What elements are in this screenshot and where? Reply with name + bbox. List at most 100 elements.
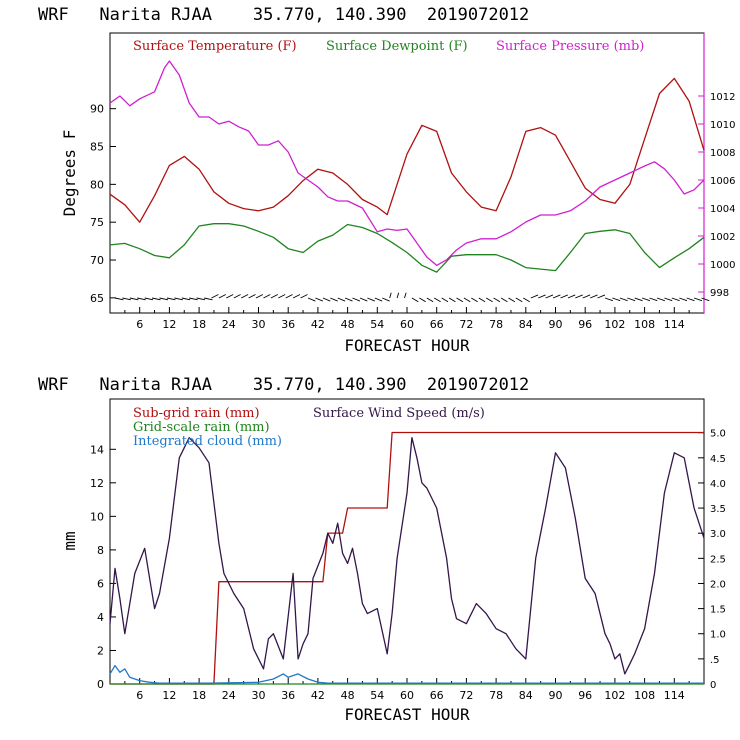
series-line-surface-pressure-mb (109, 60, 705, 267)
wind-barb (307, 297, 316, 302)
legend-subgrid-rain: Sub-grid rain (mm) (133, 406, 260, 421)
panel1-y2-ticks: 998 1000 1002 1004 1006 1008 1010 1012 (698, 92, 735, 299)
y-tick-label: 8 (97, 544, 104, 557)
y-tick-label: 90 (90, 103, 104, 116)
y-tick-label: 85 (90, 141, 104, 154)
temperature-panel: WRF Narita RJAA 35.770, 140.390 20190720… (38, 5, 735, 355)
y2-tick-label: 1004 (710, 204, 735, 215)
wind-barb (597, 294, 606, 299)
wind-barb (300, 294, 308, 299)
y-tick-label: 80 (90, 178, 104, 191)
panel1-y-ticks: 65 70 75 80 85 90 (90, 103, 116, 305)
y2-tick-label: 1.5 (710, 605, 726, 616)
y-tick-label: 6 (97, 577, 104, 590)
wind-barb (196, 297, 206, 301)
x-tick-label: 84 (519, 318, 533, 331)
wind-barb (382, 297, 390, 302)
wind-barb (174, 297, 183, 301)
x-tick-label: 66 (430, 689, 444, 702)
wind-barb (575, 294, 583, 299)
x-tick-label: 24 (222, 318, 236, 331)
wind-barb (500, 297, 508, 303)
legend-pressure: Surface Pressure (mb) (496, 39, 644, 54)
x-tick-label: 66 (430, 318, 444, 331)
y2-tick-label: 0 (710, 680, 716, 691)
series-line-surface-wind-speed-m-s (109, 437, 705, 675)
wind-barb (352, 297, 361, 302)
panel1-ylabel: Degrees F (60, 130, 79, 217)
x-tick-label: 78 (489, 318, 503, 331)
y2-tick-label: 1012 (710, 92, 735, 103)
wind-barb (359, 297, 368, 302)
wind-barb (181, 297, 191, 301)
wind-barb (166, 297, 176, 301)
series-line-surface-dewpoint-f (109, 223, 705, 273)
panel1-title: WRF Narita RJAA 35.770, 140.390 20190720… (38, 5, 529, 25)
y-tick-label: 65 (90, 292, 104, 305)
x-tick-label: 42 (311, 318, 325, 331)
y2-tick-label: 1.0 (710, 630, 726, 641)
y-tick-label: 14 (90, 443, 104, 456)
wind-barb (292, 294, 301, 299)
x-tick-label: 36 (281, 689, 295, 702)
precipitation-panel: WRF Narita RJAA 35.770, 140.390 20190720… (38, 375, 726, 724)
wind-barb (693, 297, 703, 302)
legend-dewpoint: Surface Dewpoint (F) (326, 39, 468, 54)
series-line-integrated-cloud-mm (109, 664, 704, 684)
x-tick-label: 24 (222, 689, 236, 702)
y2-tick-label: 3.0 (710, 529, 726, 540)
wind-barb (664, 297, 673, 302)
y2-tick-label: 1002 (710, 232, 735, 243)
wind-barb (426, 297, 434, 303)
y2-tick-label: 1006 (710, 176, 735, 187)
wind-barb (322, 297, 331, 302)
x-tick-label: 48 (341, 318, 355, 331)
x-tick-label: 102 (604, 318, 625, 331)
wind-barb (604, 297, 613, 302)
wind-barb (278, 294, 286, 299)
wind-barb (337, 297, 346, 302)
wind-barb (701, 297, 710, 302)
wind-barb (389, 292, 392, 299)
wind-barb (189, 297, 198, 301)
wind-barb (255, 294, 264, 299)
wind-barb (552, 294, 561, 299)
wind-barb (344, 297, 353, 302)
wind-barb (441, 297, 449, 303)
x-tick-label: 90 (549, 689, 563, 702)
wind-barb (226, 294, 234, 299)
x-tick-label: 84 (519, 689, 533, 702)
panel1-x-ticks: 6 12 18 24 30 36 42 48 54 60 66 72 78 84 90 96 102 108 114 (124, 307, 690, 331)
x-tick-label: 96 (578, 689, 592, 702)
legend-temperature: Surface Temperature (F) (133, 39, 297, 54)
wind-barbs (114, 292, 710, 303)
wind-barb (152, 297, 161, 301)
x-tick-label: 108 (634, 318, 655, 331)
wind-barb (538, 294, 546, 299)
panel2-y-ticks: 0 2 4 6 8 10 12 14 (90, 443, 116, 691)
wind-barb (671, 297, 680, 302)
wind-barb (656, 297, 665, 302)
x-tick-label: 90 (549, 318, 563, 331)
y2-tick-label: 4.0 (710, 479, 726, 490)
wind-barb (471, 297, 478, 303)
wind-barb (240, 294, 249, 299)
panel1-xlabel: FORECAST HOUR (344, 336, 470, 355)
x-tick-label: 108 (634, 689, 655, 702)
wind-barb (619, 297, 628, 302)
wind-barb (530, 294, 539, 299)
wind-barb (686, 297, 695, 302)
wind-barb (493, 297, 501, 303)
x-tick-label: 114 (664, 318, 685, 331)
panel2-ylabel: mm (60, 531, 79, 550)
x-tick-label: 18 (192, 318, 206, 331)
wind-barb (567, 294, 576, 299)
x-tick-label: 12 (162, 689, 176, 702)
wind-barb (137, 297, 146, 301)
wind-barb (129, 297, 139, 301)
wind-barb (374, 297, 383, 302)
wind-barb (411, 297, 419, 303)
wind-barb (634, 297, 643, 302)
y2-tick-label: 4.5 (710, 454, 726, 465)
